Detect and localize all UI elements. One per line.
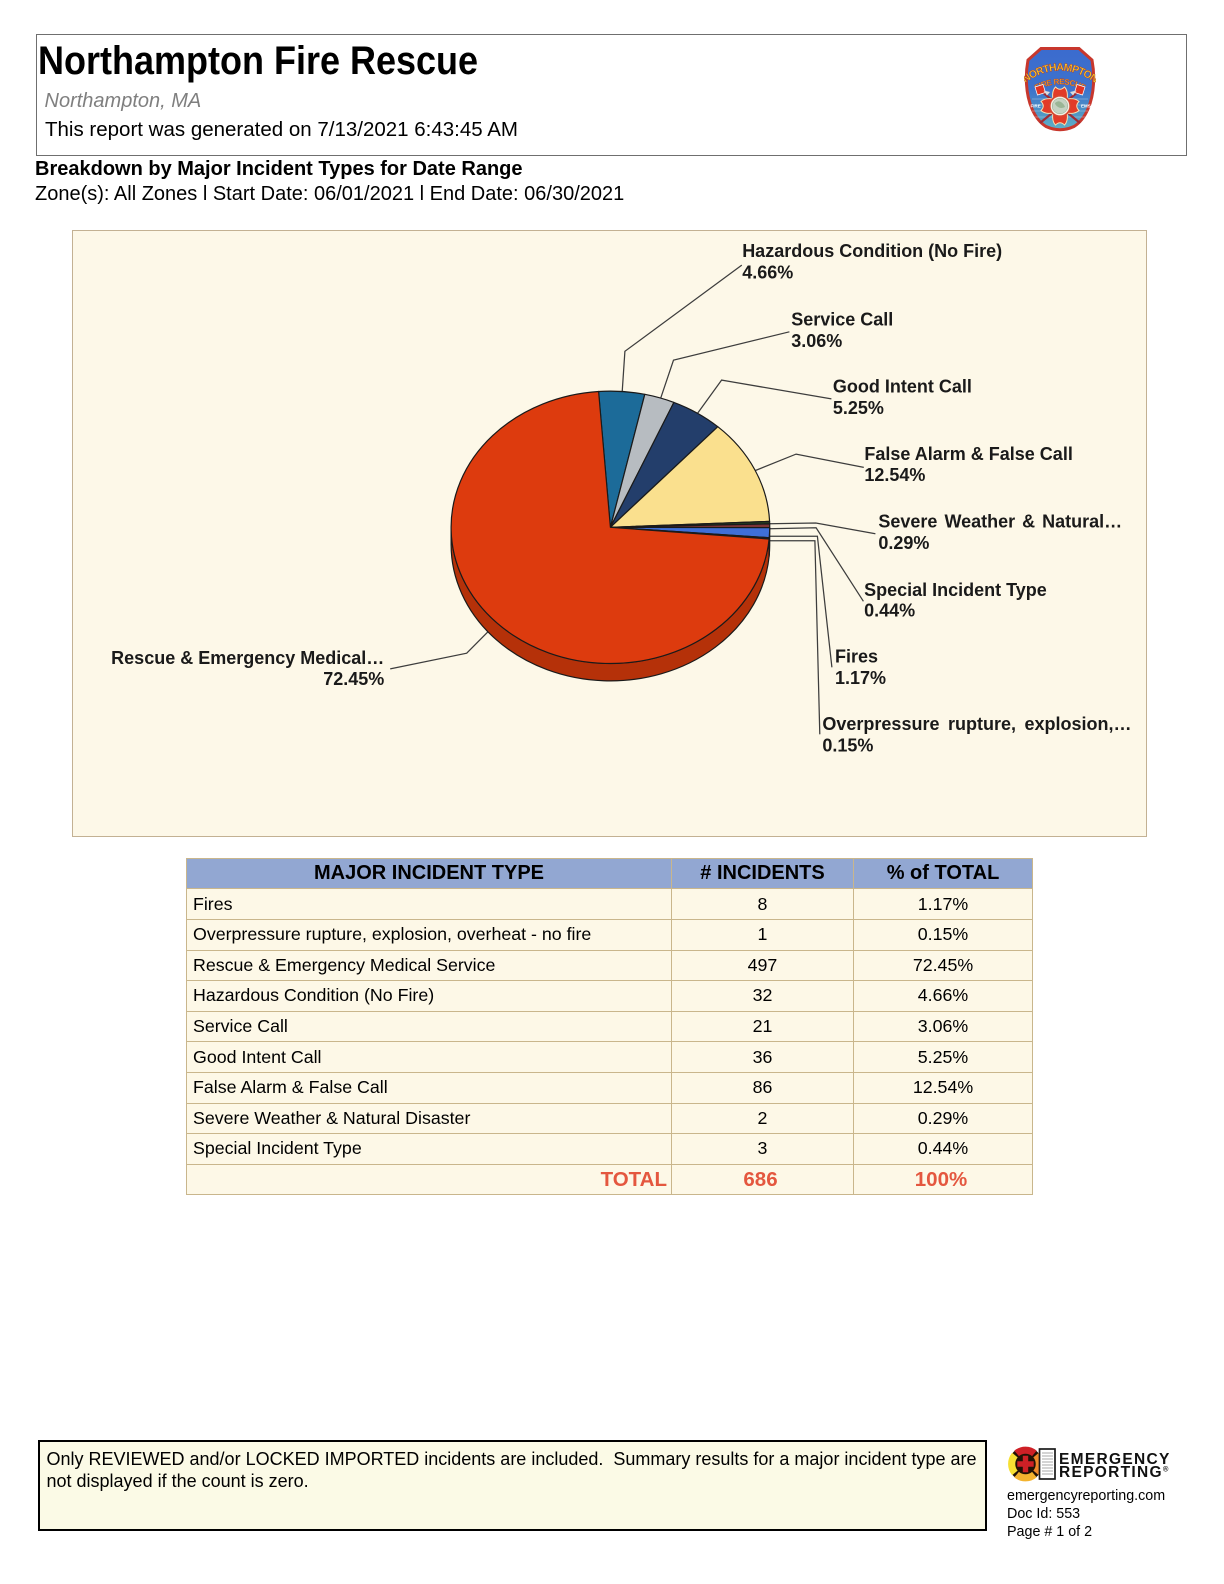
svg-text:Rescue & Emergency Medical…: Rescue & Emergency Medical… xyxy=(111,648,384,668)
svg-text:False Alarm & False Call: False Alarm & False Call xyxy=(864,444,1072,464)
svg-text:Special Incident Type: Special Incident Type xyxy=(864,580,1047,600)
svg-text:1.17%: 1.17% xyxy=(835,668,886,688)
svg-text:12.54%: 12.54% xyxy=(864,465,925,485)
svg-text:REPORTING®: REPORTING® xyxy=(1059,1464,1170,1481)
svg-text:Severe Weather & Natural…: Severe Weather & Natural… xyxy=(878,511,1122,531)
svg-text:EMERGENCY: EMERGENCY xyxy=(1059,1451,1171,1468)
svg-text:FIRE: FIRE xyxy=(1031,104,1041,109)
svg-text:0.15%: 0.15% xyxy=(822,735,873,755)
svg-text:5.25%: 5.25% xyxy=(832,398,883,418)
svg-text:Service Call: Service Call xyxy=(791,309,893,329)
svg-text:Hazardous Condition (No Fire): Hazardous Condition (No Fire) xyxy=(742,240,1002,260)
svg-text:0.29%: 0.29% xyxy=(878,532,929,552)
svg-text:Fires: Fires xyxy=(835,646,878,666)
svg-text:Overpressure rupture, explosio: Overpressure rupture, explosion,… xyxy=(822,714,1131,734)
svg-text:EMS: EMS xyxy=(1081,104,1091,109)
svg-text:3.06%: 3.06% xyxy=(791,331,842,351)
svg-text:4.66%: 4.66% xyxy=(742,262,793,282)
svg-text:Good Intent Call: Good Intent Call xyxy=(832,376,971,396)
svg-text:72.45%: 72.45% xyxy=(323,669,384,689)
svg-text:0.44%: 0.44% xyxy=(864,600,915,620)
